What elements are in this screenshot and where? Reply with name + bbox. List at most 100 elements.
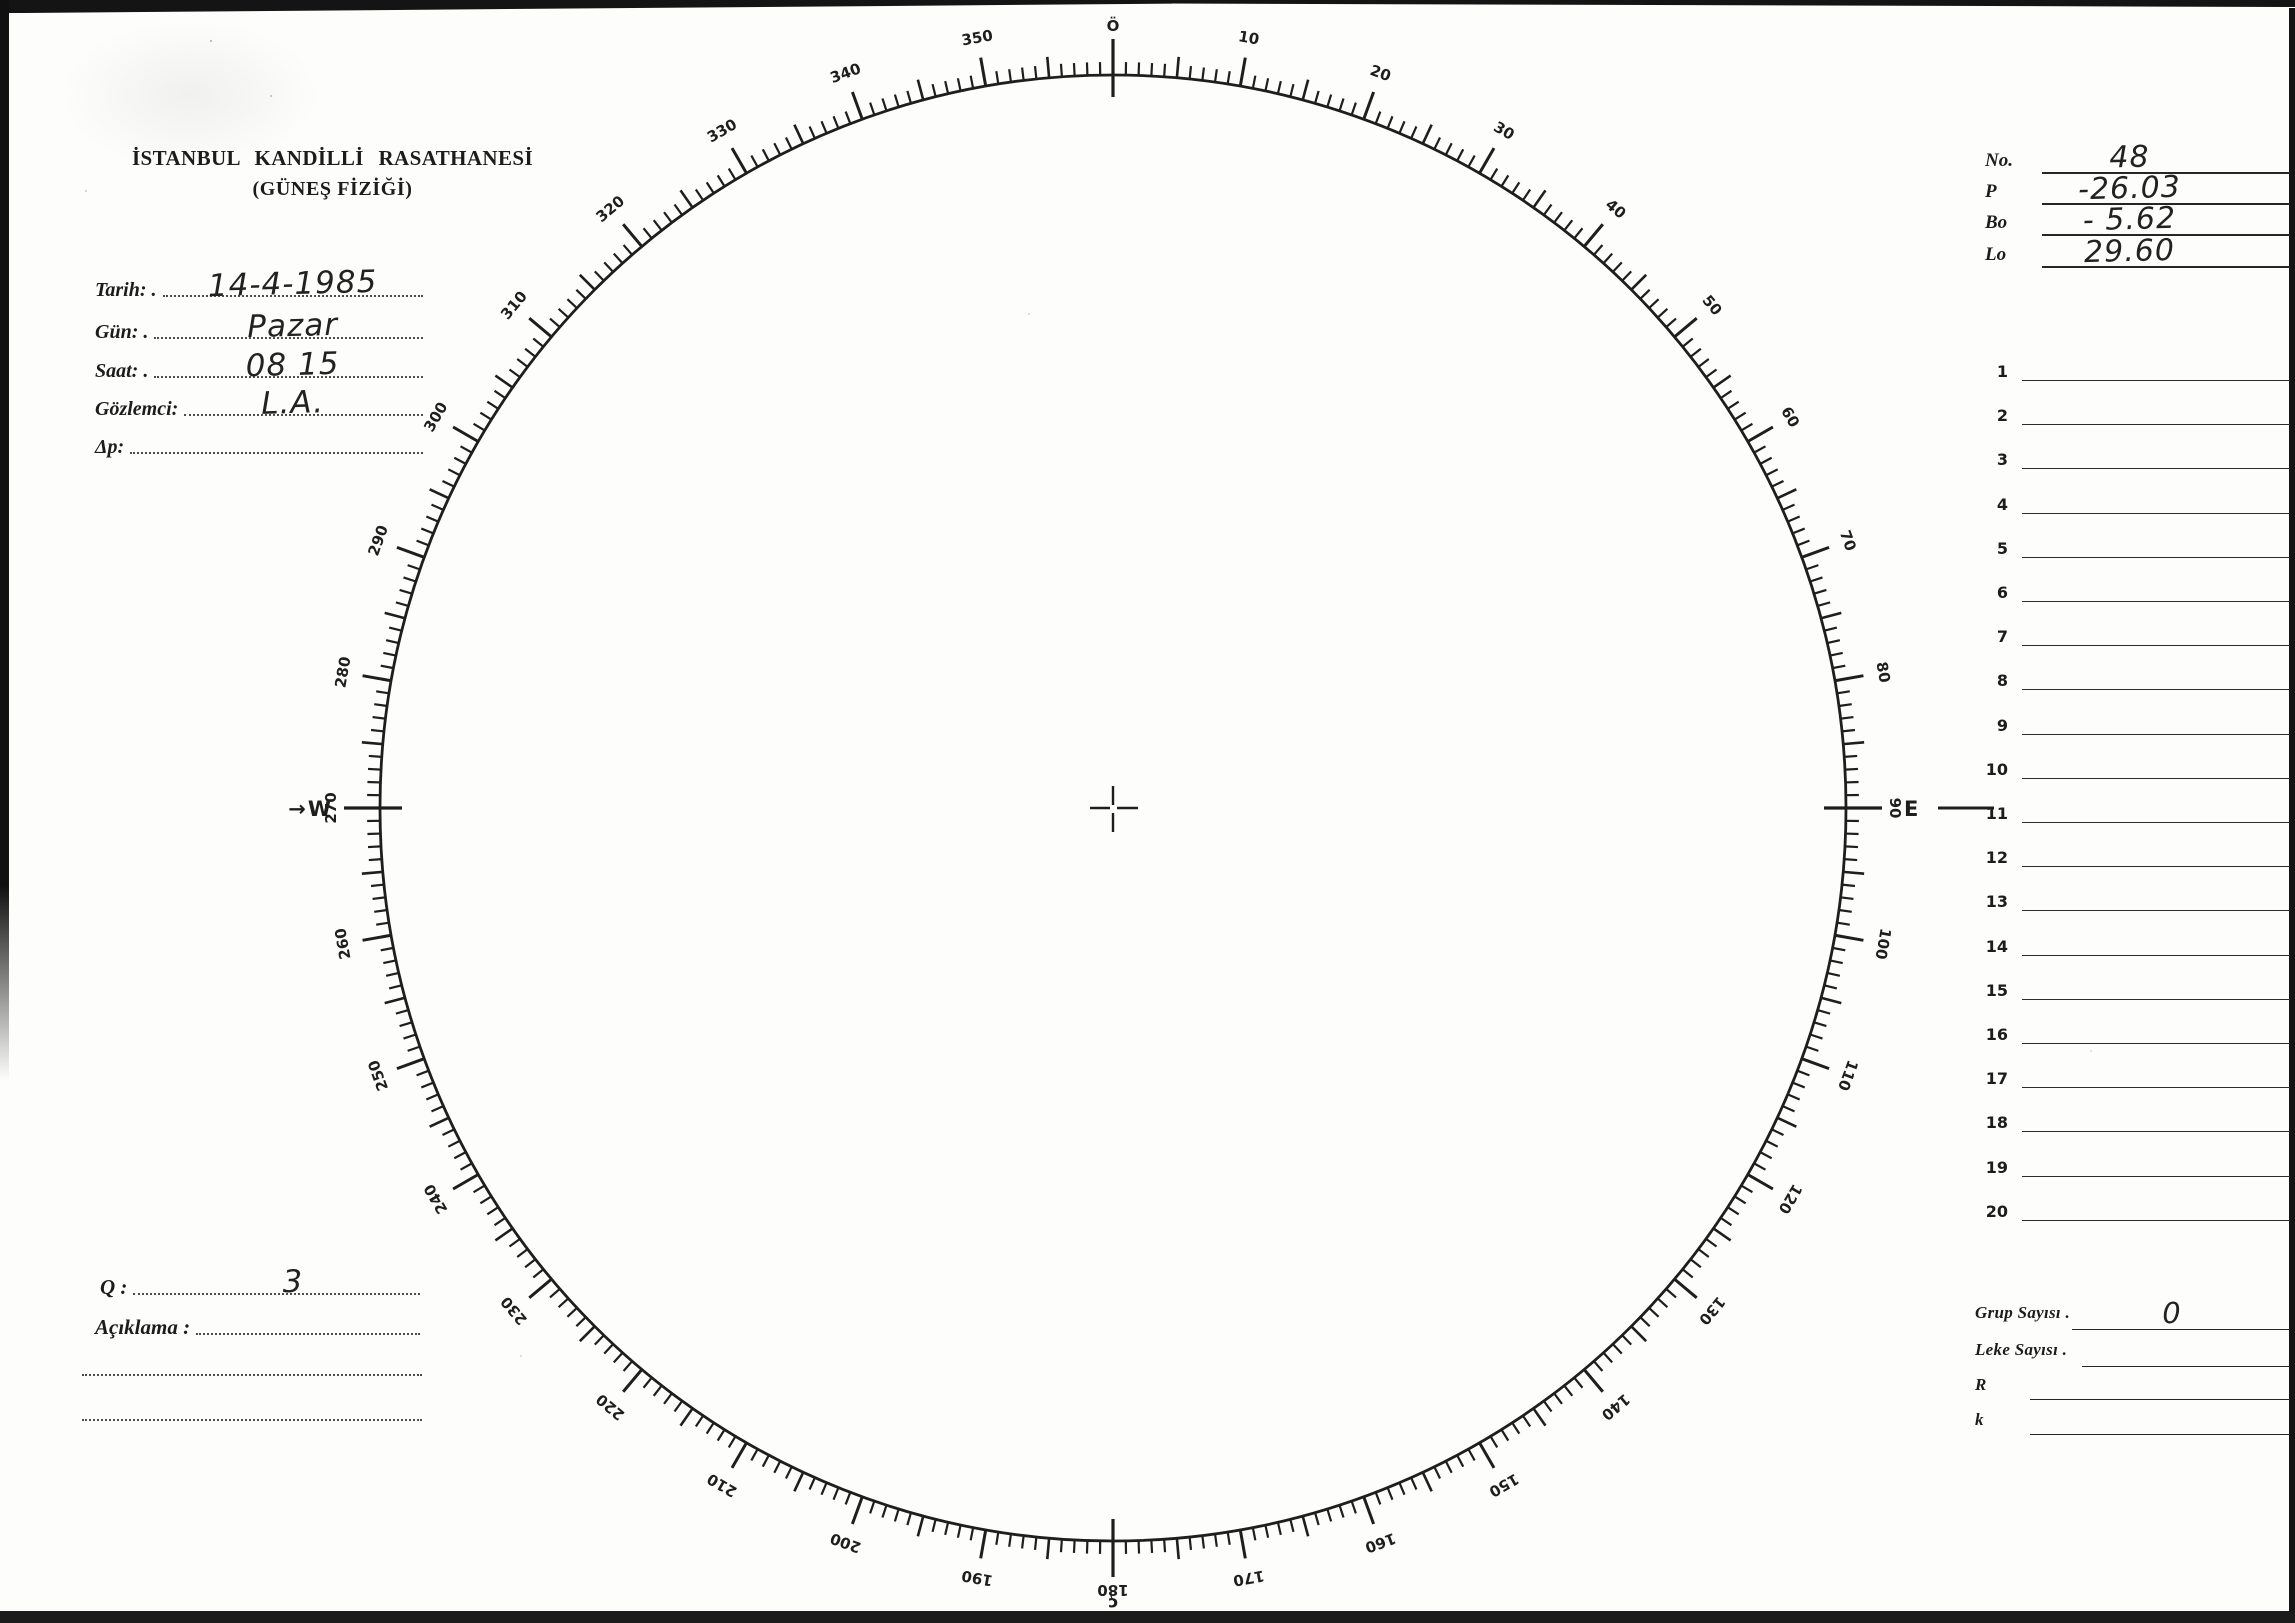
degree-label: 240 bbox=[420, 1181, 451, 1217]
degree-label: 320 bbox=[593, 192, 629, 226]
degree-label: 170 bbox=[1232, 1567, 1266, 1590]
degree-label: 90 bbox=[1886, 798, 1904, 819]
degree-label: 260 bbox=[331, 927, 354, 961]
degree-label: 220 bbox=[593, 1390, 629, 1424]
field-label: Tarih: . bbox=[95, 279, 157, 301]
ephemeris-label: Bo bbox=[1985, 212, 2008, 233]
field-row: Saat: . 08 15 bbox=[95, 346, 425, 384]
degree-label: 280 bbox=[331, 655, 354, 689]
spot-list-number: 3 bbox=[1996, 450, 2008, 470]
remarks-label: Açıklama : bbox=[95, 1315, 191, 1339]
summary-rule bbox=[2072, 1329, 2290, 1330]
spot-list-number: 8 bbox=[1996, 671, 2008, 691]
spot-list-number: 13 bbox=[1985, 892, 2008, 912]
spot-list-rule bbox=[2022, 689, 2290, 691]
spot-list-rule bbox=[2022, 601, 2290, 602]
degree-labels: Ö 10 20 30 40 50 60 70 80 90 100 110 120 130 140 150 160… bbox=[322, 16, 1904, 1599]
ephemeris-rule bbox=[2042, 172, 2290, 174]
spot-list-rule bbox=[2022, 910, 2290, 912]
spot-list-rule bbox=[2022, 1219, 2290, 1221]
spot-list-number: 14 bbox=[1985, 936, 2008, 956]
degree-label: 80 bbox=[1872, 660, 1893, 684]
spot-list-rule bbox=[2022, 822, 2290, 823]
degree-label: 310 bbox=[497, 288, 531, 324]
remarks-rule bbox=[196, 1333, 420, 1335]
spot-list-rule bbox=[2022, 954, 2290, 956]
quality-label: Q : bbox=[100, 1275, 128, 1299]
degree-label: 110 bbox=[1834, 1058, 1862, 1094]
degree-label: 230 bbox=[497, 1293, 531, 1329]
spot-list-number: 19 bbox=[1985, 1157, 2008, 1177]
summary-label: Grup Sayısı . bbox=[1975, 1303, 2071, 1322]
spot-list-rule bbox=[2022, 645, 2290, 647]
spot-list-rule bbox=[2022, 1087, 2290, 1089]
spot-list-number: 2 bbox=[1996, 406, 2008, 426]
degree-label: 40 bbox=[1602, 195, 1630, 222]
summary-rule bbox=[2082, 1366, 2290, 1367]
degree-label: 100 bbox=[1872, 927, 1895, 961]
remarks-blank-line bbox=[82, 1419, 422, 1421]
observatory-header: İSTANBUL KANDİLLİ RASATHANESİ (GÜNEŞ FİZ… bbox=[85, 146, 580, 201]
degree-label: 130 bbox=[1695, 1293, 1729, 1329]
spot-list-rule bbox=[2022, 866, 2290, 868]
degree-label: 10 bbox=[1237, 27, 1261, 48]
spot-list-rule bbox=[2022, 512, 2290, 514]
scan-edge-bottom bbox=[0, 1611, 2295, 1623]
spot-list-rule bbox=[2022, 998, 2290, 1000]
degree-label: 50 bbox=[1698, 292, 1725, 320]
spot-list-rule bbox=[2022, 777, 2290, 779]
spot-list-number: 15 bbox=[1985, 980, 2008, 1000]
spot-list-number: 5 bbox=[1996, 538, 2008, 558]
field-row: Δp: bbox=[95, 423, 425, 459]
remarks-blank-line bbox=[82, 1374, 422, 1376]
scan-speckles bbox=[210, 40, 212, 42]
field-row: Tarih: . 14-4-1985 bbox=[95, 264, 425, 304]
degree-label: 290 bbox=[364, 523, 392, 559]
spot-list-rule bbox=[2022, 424, 2290, 426]
ephemeris-label: No. bbox=[1985, 150, 2013, 171]
degree-label: 300 bbox=[420, 399, 451, 435]
degree-label: 350 bbox=[960, 26, 994, 49]
degree-label: 60 bbox=[1777, 403, 1803, 430]
spot-list-number: 17 bbox=[1985, 1069, 2008, 1089]
spot-list-rule bbox=[2022, 1131, 2290, 1133]
spot-list-rule bbox=[2022, 380, 2290, 381]
east-marker: E bbox=[1904, 797, 1918, 821]
ephemeris-rule bbox=[2042, 234, 2290, 236]
scan-edge-left bbox=[0, 0, 9, 1080]
degree-label: 180 bbox=[1097, 1581, 1128, 1599]
south-glyph: ç bbox=[1108, 1593, 1118, 1613]
spot-list-number: 1 bbox=[1996, 362, 2008, 381]
spot-list-rule bbox=[2022, 556, 2290, 558]
field-row: Gözlemci: L.A. bbox=[95, 384, 425, 422]
spot-list-rule bbox=[2022, 1175, 2290, 1177]
spot-list-number: 6 bbox=[1996, 583, 2008, 602]
spot-list-number: 12 bbox=[1985, 848, 2008, 868]
remarks-row: Açıklama : bbox=[95, 1302, 422, 1340]
west-marker: →W bbox=[288, 797, 333, 821]
degree-label: 120 bbox=[1775, 1181, 1806, 1217]
degree-label: 150 bbox=[1486, 1470, 1522, 1501]
degree-label: 330 bbox=[704, 115, 740, 146]
spot-list-number: 20 bbox=[1985, 1201, 2008, 1221]
spot-list-rule bbox=[2022, 468, 2290, 470]
scan-edge-top-thin bbox=[1168, 0, 2295, 7]
spot-list-rule bbox=[2022, 1043, 2290, 1044]
summary-label: Leke Sayısı . bbox=[1975, 1340, 2068, 1359]
degree-label: 70 bbox=[1836, 528, 1860, 554]
scan-edge-right bbox=[2289, 8, 2295, 1623]
ephemeris-rule bbox=[2042, 266, 2290, 268]
center-crosshair bbox=[1090, 786, 1138, 832]
scan-smudge bbox=[60, 20, 320, 170]
field-label: Gözlemci: bbox=[95, 398, 179, 420]
disk-outline bbox=[378, 73, 1848, 1543]
field-rule bbox=[154, 376, 423, 378]
spot-list-number: 9 bbox=[1996, 715, 2008, 735]
field-label: Gün: . bbox=[95, 321, 149, 343]
observatory-title: İSTANBUL KANDİLLİ RASATHANESİ bbox=[131, 146, 534, 170]
degree-label: 210 bbox=[704, 1470, 740, 1501]
summary-rule bbox=[2030, 1399, 2290, 1400]
field-rule bbox=[154, 337, 423, 339]
